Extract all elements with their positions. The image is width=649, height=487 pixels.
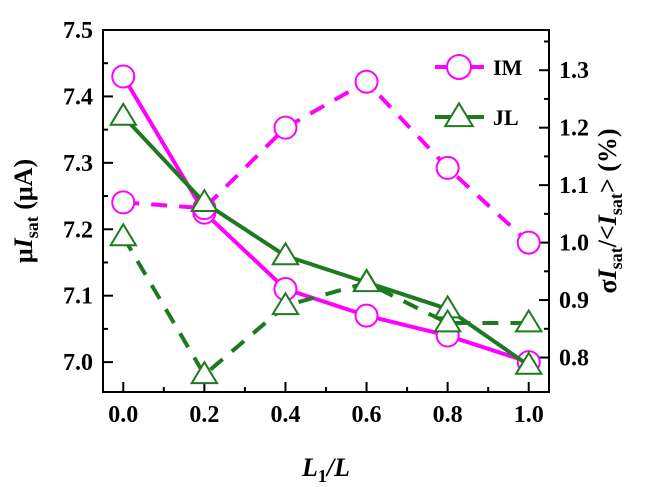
left-axis-title-post: (μA) [9, 159, 38, 216]
data-point-circle [111, 64, 136, 89]
right-axis-title-pre: σ [593, 279, 622, 293]
data-point-circle [111, 190, 136, 215]
x-axis-title-rest-text: /L [325, 453, 350, 482]
left-tick-label: 7.5 [63, 18, 93, 44]
series-layer [108, 64, 544, 385]
legend-marker-triangle [443, 101, 475, 128]
x-axis-title-main: L [301, 453, 318, 482]
data-point-circle [516, 230, 541, 255]
data-point-triangle [271, 291, 300, 316]
left-axis-title: μIsat (μA) [9, 159, 42, 263]
right-tick-label: 1.2 [559, 116, 589, 142]
series-line [121, 114, 530, 368]
data-point-triangle [189, 188, 219, 213]
series-im-dashed [111, 69, 541, 255]
left-tick-label: 7.0 [63, 350, 93, 376]
x-tick-label: 0.4 [270, 402, 300, 428]
series-jl-dashed [108, 222, 544, 385]
data-point-circle [273, 115, 298, 140]
legend-label: JL [493, 105, 519, 130]
left-tick-label: 7.3 [63, 151, 93, 177]
data-point-triangle [352, 268, 381, 293]
series-line [121, 235, 529, 378]
x-tick-label: 0.8 [433, 402, 463, 428]
x-axis-title-rest: /L [325, 453, 350, 482]
data-point-circle [354, 69, 379, 94]
right-axis-title-post: > (%) [593, 128, 622, 193]
x-tick-label: 0.6 [352, 402, 382, 428]
legend: IM JL [435, 54, 523, 130]
left-tick-label: 7.1 [63, 284, 93, 310]
data-point-triangle [108, 101, 138, 126]
legend-marker-circle [446, 54, 472, 80]
left-axis-title-sub: sat [22, 216, 42, 238]
data-point-triangle [514, 308, 544, 333]
right-tick-label: 1.3 [559, 58, 589, 84]
data-point-triangle [433, 308, 463, 333]
right-axis-title-sub: sat [606, 247, 626, 269]
x-axis-title: L1/L [301, 453, 350, 486]
right-tick-label: 0.8 [559, 346, 589, 372]
series-jl-solid [108, 101, 544, 375]
ticks-layer: 0.0 0.2 0.4 0.6 0.8 1.0 7.0 7.1 7.2 7.3 7.4 7.5 0.8 0… [63, 18, 589, 428]
left-tick-label: 7.4 [63, 84, 93, 110]
data-point-triangle [271, 241, 300, 266]
data-point-triangle [189, 360, 219, 385]
right-tick-label: 1.1 [559, 173, 589, 199]
data-point-triangle [108, 222, 138, 247]
data-point-triangle [514, 350, 544, 375]
plot-frame [102, 29, 550, 393]
right-tick-label: 1.0 [559, 231, 589, 257]
x-tick-label: 0.0 [108, 402, 138, 428]
x-tick-label: 1.0 [514, 402, 544, 428]
data-point-circle [435, 155, 460, 180]
x-axis-title-sub: 1 [318, 466, 327, 486]
right-tick-label: 0.9 [559, 288, 589, 314]
legend-label: IM [493, 55, 523, 80]
right-axis-title: σIsat/<Isat> (%) [593, 128, 626, 293]
left-axis-title-pre: μ [9, 248, 38, 263]
right-axis-title-mid: /< [593, 225, 622, 248]
right-axis-title-main: I [593, 268, 622, 280]
series-line [123, 79, 531, 245]
left-axis-title-main: I [9, 237, 38, 249]
right-axis-title-sub2: sat [606, 193, 626, 215]
left-tick-label: 7.2 [63, 217, 93, 243]
right-axis-title-main2: I [593, 214, 622, 226]
data-point-circle [354, 303, 379, 328]
x-tick-label: 0.2 [189, 402, 219, 428]
